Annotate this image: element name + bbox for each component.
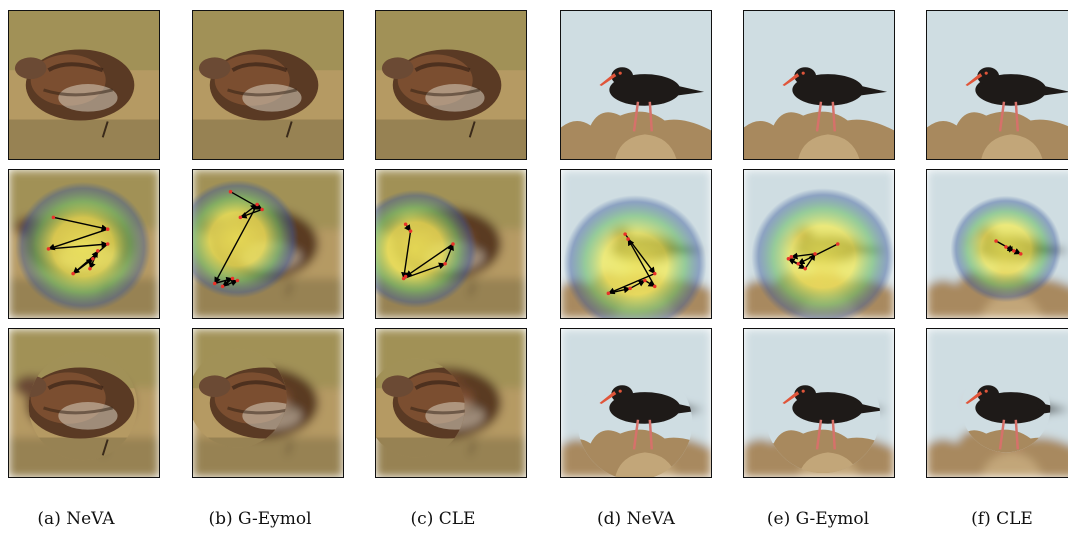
fixation-point bbox=[404, 222, 408, 226]
panel-d-foveated-image bbox=[560, 328, 712, 478]
fixation-point bbox=[239, 216, 243, 220]
panel-b-saliency-scanpath bbox=[192, 169, 344, 319]
fixation-point bbox=[71, 272, 75, 276]
fixation-point bbox=[451, 242, 455, 246]
panel-f-original-image bbox=[926, 10, 1068, 160]
caption-b: (b) G-Eymol bbox=[208, 509, 311, 529]
fixation-point bbox=[653, 272, 657, 276]
caption-a: (a) NeVA bbox=[37, 509, 114, 529]
fixation-point bbox=[623, 232, 627, 236]
panel-d-saliency-scanpath bbox=[560, 169, 712, 319]
fixation-point bbox=[52, 216, 56, 220]
caption-e: (e) G-Eymol bbox=[767, 509, 869, 529]
fixation-point bbox=[1004, 245, 1008, 249]
fixation-point bbox=[1012, 249, 1016, 253]
fixation-point bbox=[106, 227, 110, 231]
fixation-point bbox=[96, 249, 100, 253]
fixation-point bbox=[236, 279, 240, 283]
panel-f-foveated-image bbox=[926, 328, 1068, 478]
fixation-point bbox=[607, 292, 611, 296]
fixation-point bbox=[106, 242, 110, 246]
panel-e-saliency-scanpath bbox=[743, 169, 895, 319]
fixation-point bbox=[626, 237, 630, 241]
panel-a-original-image bbox=[8, 10, 160, 160]
fixation-point bbox=[260, 208, 264, 212]
fixation-point bbox=[790, 255, 794, 259]
panel-c-original-image bbox=[375, 10, 527, 160]
panel-e-original-image bbox=[743, 10, 895, 160]
fixation-point bbox=[213, 282, 217, 286]
fixation-point bbox=[231, 277, 235, 281]
panel-a-foveated-image bbox=[8, 328, 160, 478]
panel-f-saliency-scanpath bbox=[926, 169, 1068, 319]
fixation-point bbox=[229, 190, 233, 194]
fixation-point bbox=[813, 252, 817, 256]
caption-d: (d) NeVA bbox=[597, 509, 675, 529]
fixation-point bbox=[797, 262, 801, 266]
panel-a-saliency-scanpath bbox=[8, 169, 160, 319]
fixation-point bbox=[653, 285, 657, 289]
fixation-point bbox=[404, 275, 408, 279]
fixation-point bbox=[88, 267, 92, 271]
caption-f: (f) CLE bbox=[971, 509, 1033, 529]
fixation-point bbox=[643, 279, 647, 283]
panel-b-foveated-image bbox=[192, 328, 344, 478]
fixation-point bbox=[47, 247, 51, 251]
fixation-point bbox=[803, 267, 807, 271]
fixation-point bbox=[787, 257, 791, 261]
fixation-point bbox=[1019, 252, 1023, 256]
fixation-point bbox=[255, 203, 259, 207]
saliency-map bbox=[15, 182, 151, 312]
caption-c: (c) CLE bbox=[411, 509, 476, 529]
panel-c-foveated-image bbox=[375, 328, 527, 478]
fixation-point bbox=[836, 242, 840, 246]
panel-b-original-image bbox=[192, 10, 344, 160]
fixation-point bbox=[91, 257, 95, 261]
panel-d-original-image bbox=[560, 10, 712, 160]
panel-e-foveated-image bbox=[743, 328, 895, 478]
fixation-point bbox=[443, 262, 447, 266]
panel-c-saliency-scanpath bbox=[375, 169, 527, 319]
fixation-point bbox=[221, 285, 225, 289]
saliency-map bbox=[950, 196, 1061, 303]
fixation-point bbox=[409, 229, 413, 233]
fixation-point bbox=[994, 239, 998, 243]
fixation-point bbox=[628, 287, 632, 291]
